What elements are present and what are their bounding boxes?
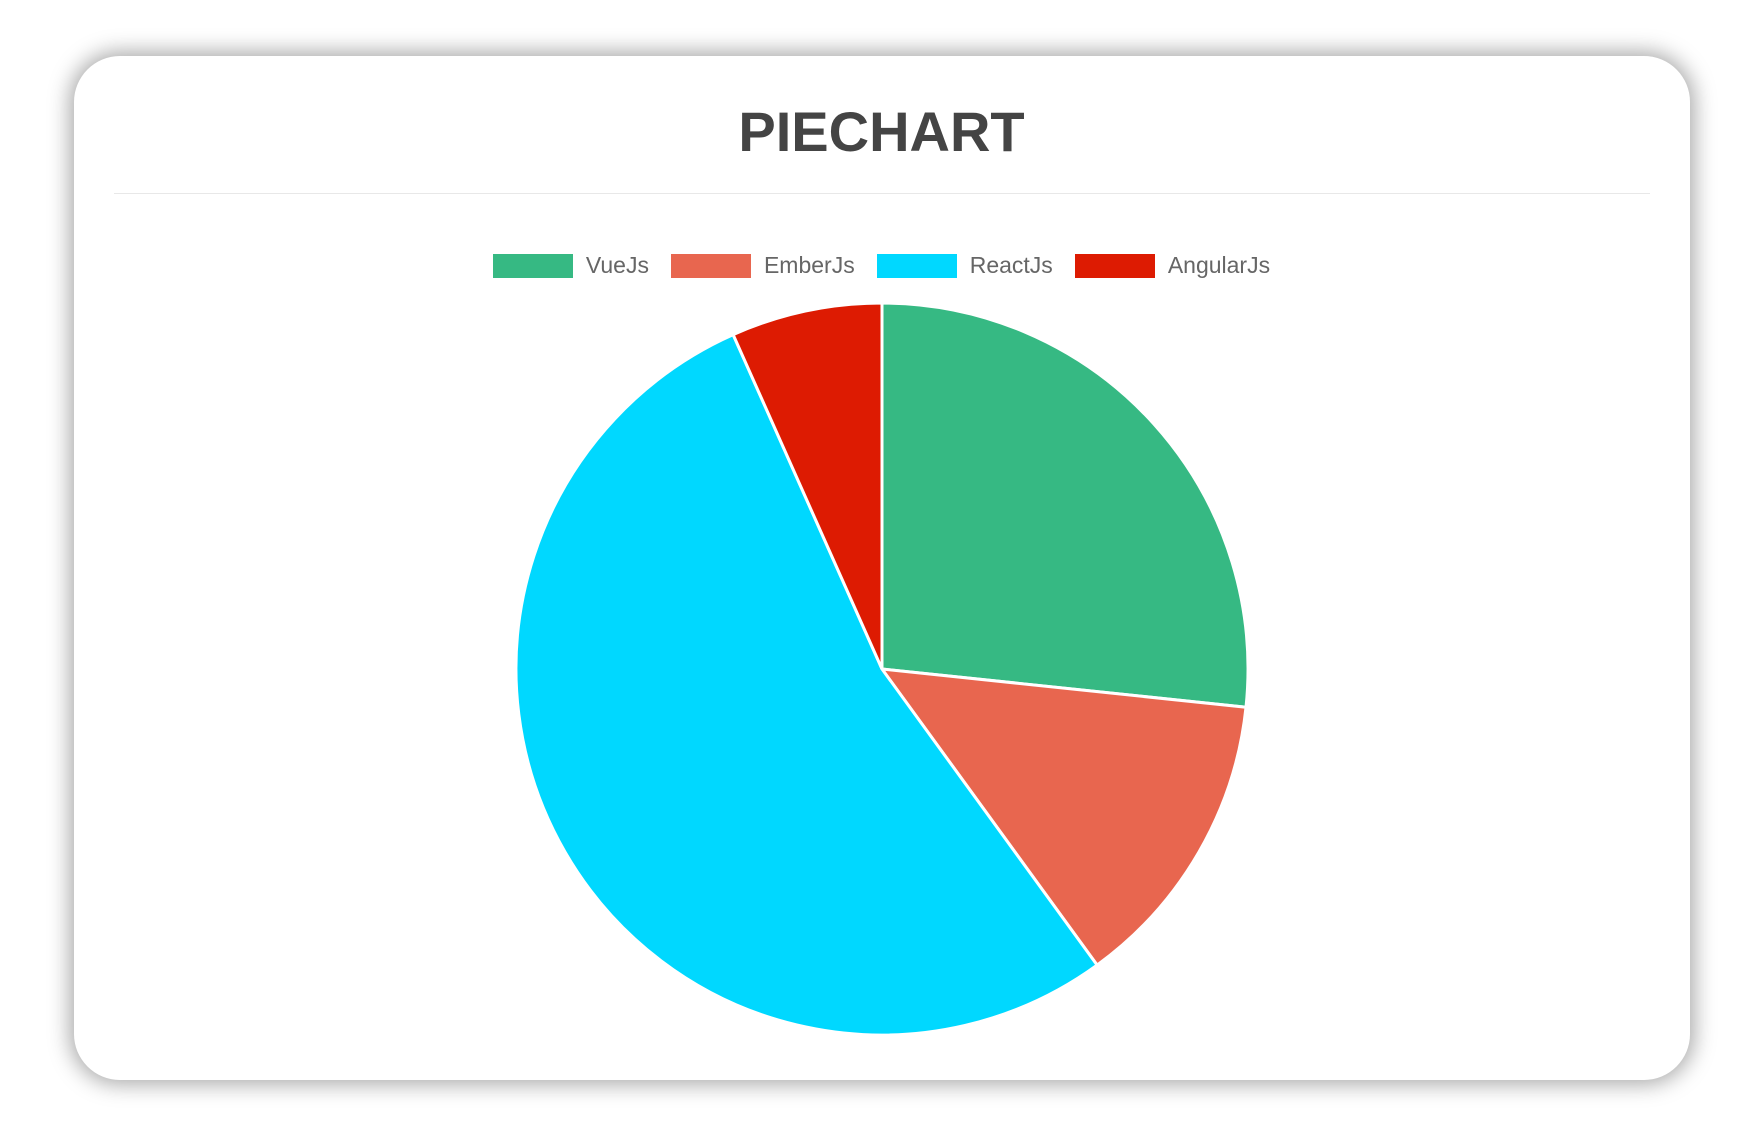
pie-slice-angularjs[interactable] xyxy=(731,301,884,670)
legend-item-reactjs[interactable]: ReactJs xyxy=(876,252,1053,279)
legend-swatch xyxy=(670,253,751,278)
legend-label: AngularJs xyxy=(1167,252,1271,278)
legend-label: ReactJs xyxy=(969,252,1053,278)
legend-swatch xyxy=(876,253,957,278)
title-divider xyxy=(114,193,1650,194)
pie-slice-emberjs[interactable] xyxy=(878,667,1248,968)
legend-item-emberjs[interactable]: EmberJs xyxy=(670,252,855,279)
legend-item-vuejs[interactable]: VueJs xyxy=(492,252,649,279)
chart-title: PIECHART xyxy=(738,100,1025,163)
pie-slice-reactjs[interactable] xyxy=(514,332,1100,1037)
legend: VueJs EmberJs ReactJs AngularJs xyxy=(0,252,1763,279)
pie-slice-vuejs[interactable] xyxy=(880,301,1250,709)
legend-label: VueJs xyxy=(585,252,649,278)
legend-item-angularjs[interactable]: AngularJs xyxy=(1074,252,1271,279)
legend-label: EmberJs xyxy=(763,252,855,278)
legend-swatch xyxy=(492,253,573,278)
legend-swatch xyxy=(1074,253,1155,278)
